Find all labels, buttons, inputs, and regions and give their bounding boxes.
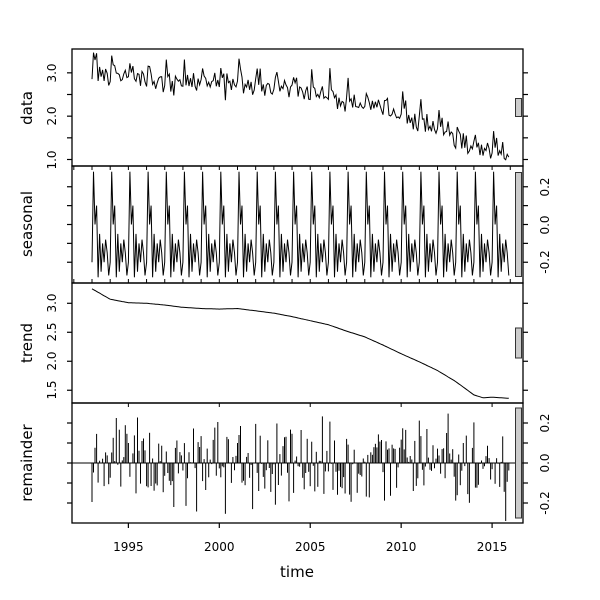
x-tick-label: 2005: [294, 540, 326, 554]
x-tick-label: 2015: [476, 540, 508, 554]
y-tick-label-left: 2.0: [45, 351, 59, 371]
x-axis-title: time: [280, 563, 314, 581]
y-tick-label-right: 0.0: [538, 453, 552, 473]
y-tick-label-right: 0.2: [538, 177, 552, 197]
panel-title-trend: trend: [18, 323, 36, 363]
panel-title-data: data: [18, 91, 36, 125]
panel-title-seasonal: seasonal: [18, 190, 36, 258]
y-tick-label-left: 2.5: [45, 322, 59, 342]
y-tick-label-right: 0.2: [538, 413, 552, 433]
y-tick-label-left: 3.0: [45, 63, 59, 83]
y-tick-label-right: -0.2: [538, 491, 552, 515]
y-tick-label-left: 2.0: [45, 106, 59, 126]
x-tick-label: 1995: [113, 540, 144, 554]
y-tick-label-left: 1.5: [45, 380, 59, 400]
x-tick-label: 2000: [204, 540, 235, 554]
y-tick-label-left: 3.0: [45, 293, 59, 313]
y-tick-label-left: 1.0: [45, 149, 59, 170]
y-tick-label-right: -0.2: [538, 250, 552, 274]
x-tick-label: 2010: [385, 540, 417, 554]
panel-title-remainder: remainder: [18, 424, 36, 502]
y-tick-label-right: 0.0: [538, 214, 552, 235]
